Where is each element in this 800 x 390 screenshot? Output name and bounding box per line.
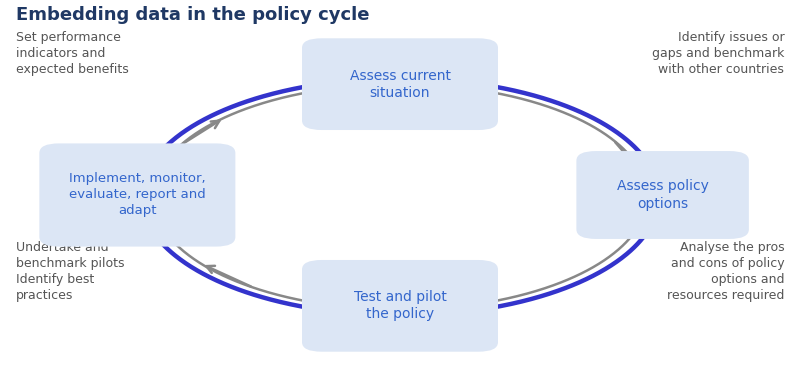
Text: Set performance
indicators and
expected benefits: Set performance indicators and expected …	[16, 31, 129, 76]
FancyBboxPatch shape	[302, 38, 498, 130]
Text: Undertake and
benchmark pilots
Identify best
practices: Undertake and benchmark pilots Identify …	[16, 241, 124, 302]
Text: Assess policy
options: Assess policy options	[617, 179, 709, 211]
FancyBboxPatch shape	[302, 260, 498, 352]
Text: Analyse the pros
and cons of policy
options and
resources required: Analyse the pros and cons of policy opti…	[666, 241, 784, 302]
Text: Implement, monitor,
evaluate, report and
adapt: Implement, monitor, evaluate, report and…	[69, 172, 206, 218]
Text: Identify issues or
gaps and benchmark
with other countries: Identify issues or gaps and benchmark wi…	[652, 31, 784, 76]
FancyBboxPatch shape	[576, 151, 749, 239]
Text: Assess current
situation: Assess current situation	[350, 69, 450, 100]
Text: Embedding data in the policy cycle: Embedding data in the policy cycle	[16, 6, 370, 24]
Text: Test and pilot
the policy: Test and pilot the policy	[354, 290, 446, 321]
FancyBboxPatch shape	[39, 144, 235, 246]
